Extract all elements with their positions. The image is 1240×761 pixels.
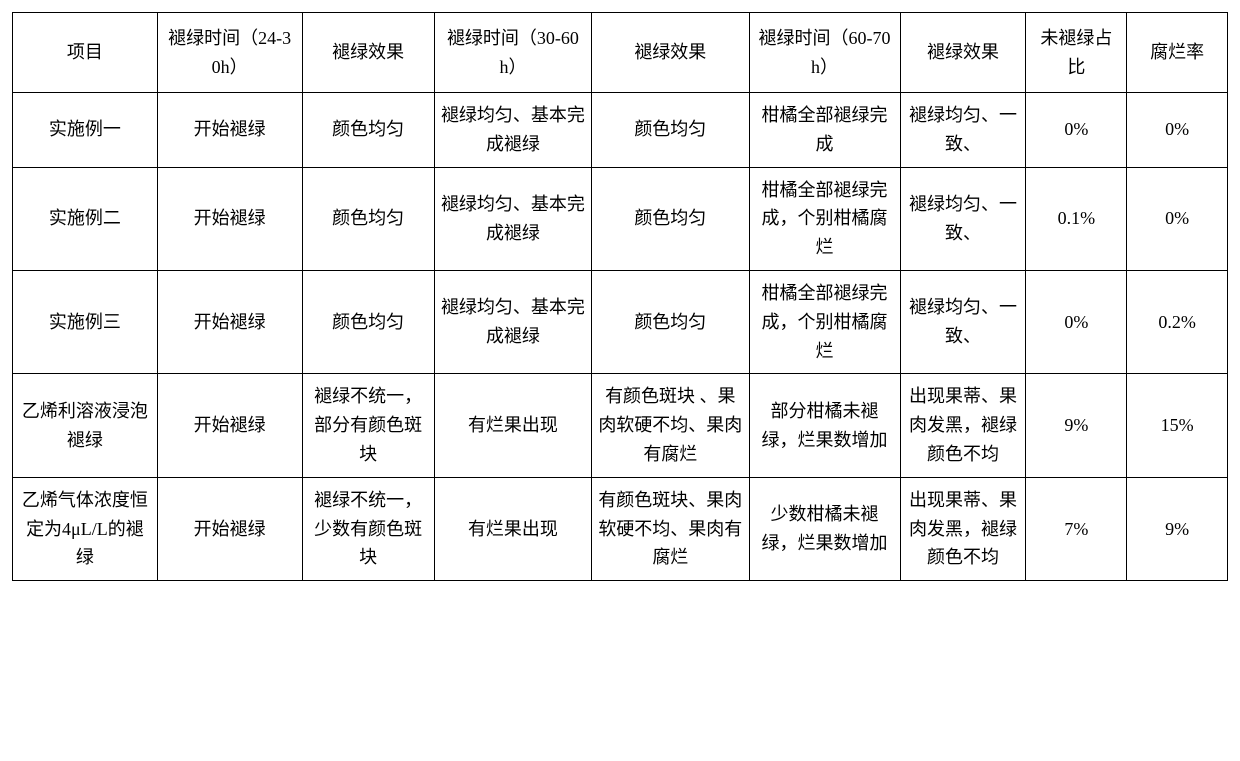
cell: 开始褪绿 <box>157 270 302 373</box>
cell: 部分柑橘未褪绿，烂果数增加 <box>749 374 900 477</box>
cell: 褪绿均匀、基本完成褪绿 <box>434 270 591 373</box>
col-header: 褪绿效果 <box>302 13 434 93</box>
table-row: 乙烯气体浓度恒定为4μL/L的褪绿 开始褪绿 褪绿不统一，少数有颜色斑块 有烂果… <box>13 477 1228 580</box>
cell: 出现果蒂、果肉发黑，褪绿颜色不均 <box>900 374 1026 477</box>
cell: 0.1% <box>1026 167 1127 270</box>
cell: 0% <box>1127 93 1228 168</box>
col-header: 褪绿时间（24-30h） <box>157 13 302 93</box>
cell: 少数柑橘未褪绿，烂果数增加 <box>749 477 900 580</box>
col-header: 褪绿时间（30-60h） <box>434 13 591 93</box>
cell: 开始褪绿 <box>157 167 302 270</box>
cell: 0% <box>1127 167 1228 270</box>
cell: 颜色均匀 <box>592 93 749 168</box>
cell: 7% <box>1026 477 1127 580</box>
cell: 乙烯气体浓度恒定为4μL/L的褪绿 <box>13 477 158 580</box>
cell: 褪绿均匀、一致、 <box>900 270 1026 373</box>
cell: 9% <box>1127 477 1228 580</box>
cell: 褪绿均匀、一致、 <box>900 93 1026 168</box>
table-row: 乙烯利溶液浸泡褪绿 开始褪绿 褪绿不统一，部分有颜色斑块 有烂果出现 有颜色斑块… <box>13 374 1228 477</box>
table-row: 实施例一 开始褪绿 颜色均匀 褪绿均匀、基本完成褪绿 颜色均匀 柑橘全部褪绿完成… <box>13 93 1228 168</box>
table-row: 实施例二 开始褪绿 颜色均匀 褪绿均匀、基本完成褪绿 颜色均匀 柑橘全部褪绿完成… <box>13 167 1228 270</box>
cell: 褪绿均匀、基本完成褪绿 <box>434 167 591 270</box>
cell: 颜色均匀 <box>302 270 434 373</box>
cell: 褪绿均匀、一致、 <box>900 167 1026 270</box>
cell: 柑橘全部褪绿完成 <box>749 93 900 168</box>
cell: 15% <box>1127 374 1228 477</box>
col-header: 腐烂率 <box>1127 13 1228 93</box>
cell: 褪绿不统一，少数有颜色斑块 <box>302 477 434 580</box>
cell: 实施例三 <box>13 270 158 373</box>
cell: 开始褪绿 <box>157 477 302 580</box>
col-header: 褪绿效果 <box>592 13 749 93</box>
cell: 实施例一 <box>13 93 158 168</box>
degreening-comparison-table: 项目 褪绿时间（24-30h） 褪绿效果 褪绿时间（30-60h） 褪绿效果 褪… <box>12 12 1228 581</box>
cell: 有烂果出现 <box>434 374 591 477</box>
cell: 0% <box>1026 270 1127 373</box>
cell: 褪绿均匀、基本完成褪绿 <box>434 93 591 168</box>
cell: 颜色均匀 <box>592 167 749 270</box>
cell: 实施例二 <box>13 167 158 270</box>
col-header: 褪绿时间（60-70h） <box>749 13 900 93</box>
col-header: 褪绿效果 <box>900 13 1026 93</box>
cell: 颜色均匀 <box>302 167 434 270</box>
cell: 乙烯利溶液浸泡褪绿 <box>13 374 158 477</box>
cell: 有颜色斑块 、果肉软硬不均、果肉有腐烂 <box>592 374 749 477</box>
cell: 有颜色斑块、果肉软硬不均、果肉有腐烂 <box>592 477 749 580</box>
cell: 0% <box>1026 93 1127 168</box>
cell: 颜色均匀 <box>592 270 749 373</box>
table-row: 实施例三 开始褪绿 颜色均匀 褪绿均匀、基本完成褪绿 颜色均匀 柑橘全部褪绿完成… <box>13 270 1228 373</box>
cell: 颜色均匀 <box>302 93 434 168</box>
cell: 开始褪绿 <box>157 93 302 168</box>
cell: 褪绿不统一，部分有颜色斑块 <box>302 374 434 477</box>
cell: 9% <box>1026 374 1127 477</box>
cell: 柑橘全部褪绿完成，个别柑橘腐烂 <box>749 270 900 373</box>
col-header: 未褪绿占比 <box>1026 13 1127 93</box>
cell: 0.2% <box>1127 270 1228 373</box>
table-header-row: 项目 褪绿时间（24-30h） 褪绿效果 褪绿时间（30-60h） 褪绿效果 褪… <box>13 13 1228 93</box>
cell: 出现果蒂、果肉发黑，褪绿颜色不均 <box>900 477 1026 580</box>
cell: 柑橘全部褪绿完成，个别柑橘腐烂 <box>749 167 900 270</box>
col-header: 项目 <box>13 13 158 93</box>
cell: 开始褪绿 <box>157 374 302 477</box>
cell: 有烂果出现 <box>434 477 591 580</box>
